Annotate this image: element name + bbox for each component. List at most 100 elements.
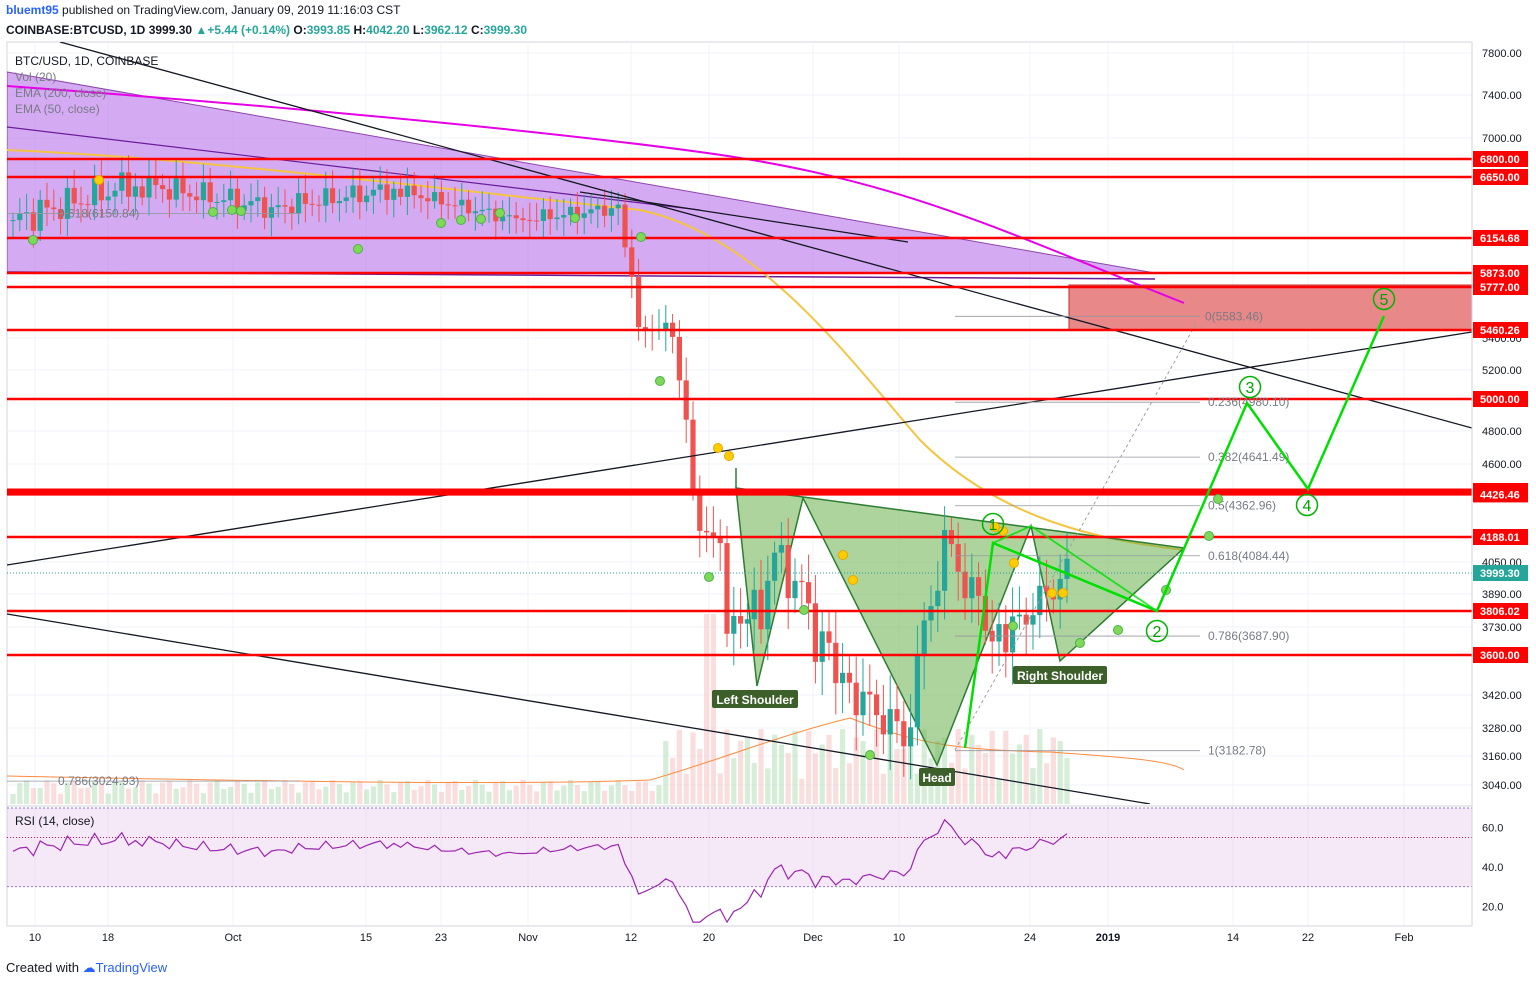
legend-volume[interactable]: Vol (20) [15,70,56,84]
candle-body [561,214,567,218]
volume-bar [955,729,961,804]
candle-body [377,184,383,190]
candle-body [24,212,30,214]
neutral-signal-dot [1009,558,1019,568]
volume-bar [1023,734,1029,804]
volume-bar [37,787,43,804]
price-axis-label: 3040.00 [1482,780,1522,792]
symbol-name: COINBASE:BTCUSD, 1D [6,23,146,37]
candle-body [615,204,621,209]
volume-bar [1010,753,1016,804]
candle-body [574,206,580,218]
level-price-tag [1473,647,1528,663]
candle-body [887,709,893,735]
wave-label: 2 [1153,624,1162,641]
volume-bar [445,781,451,804]
wave-marker-4 [1295,493,1319,517]
ema-200-line [7,85,1185,304]
wave-label: 4 [1303,498,1312,515]
volume-bar [738,740,744,804]
author-name[interactable]: bluemt95 [6,3,59,17]
rsi-axis-label: 60.0 [1482,823,1503,835]
candle-body [234,188,240,211]
time-axis-label: Nov [518,932,538,944]
candle-body [676,336,682,381]
volume-bar [24,780,30,804]
volume-bar [758,729,764,804]
price-axis-label: 3160.00 [1482,751,1522,763]
pattern-label-box [919,768,955,786]
buy-signal-dot [227,205,237,215]
volume-bar [663,740,669,804]
candle-body [867,691,873,695]
fib-level-label: 0.5(4362.96) [1208,499,1276,513]
candle-body [894,709,900,722]
candle-body [411,185,417,196]
candle-body [282,205,288,207]
candle-body [187,193,193,197]
candle-body [309,203,315,205]
volume-bar [513,785,519,804]
volume-bar [676,729,682,804]
candle-body [819,631,825,662]
volume-bar [826,734,832,804]
volume-bar [452,781,458,804]
buy-signal-dot [456,215,466,225]
candle-body [731,616,737,634]
time-axis-label: 10 [29,932,41,944]
level-price-tag [1473,169,1528,185]
candle-body [554,217,560,220]
candle-body [398,188,404,197]
candle-body [547,209,553,220]
volume-bar [309,780,315,804]
time-axis-label: 22 [1302,932,1314,944]
volume-bar [105,793,111,804]
legend-ema-50[interactable]: EMA (50, close) [15,102,100,116]
volume-bar [180,787,186,804]
volume-bar [78,788,84,804]
price-axis-label: 7000.00 [1482,133,1522,145]
fib-level-label: 0.618(4084.44) [1208,549,1289,563]
volume-bar [302,782,308,804]
volume-bar [466,785,472,804]
candle-body [166,189,172,200]
candle-body [751,589,757,620]
volume-bar [568,780,574,804]
volume-bar [187,780,193,804]
volume-bar [561,785,567,804]
pattern-label: Right Shoulder [1017,669,1103,683]
candle-body [996,624,1002,642]
candle-body [935,590,941,607]
level-price-label: 5777.00 [1480,282,1520,294]
tradingview-link[interactable]: TradingView [95,960,168,975]
level-price-tag [1473,322,1528,338]
volume-bar [255,782,261,804]
level-price-label: 6154.68 [1480,233,1520,245]
volume-bar [819,744,825,804]
high-label: H: [353,23,367,37]
volume-bar [670,757,676,804]
volume-bar [554,790,560,804]
time-axis-label: 24 [1024,932,1036,944]
footer: Created with ☁TradingView [0,955,1536,985]
volume-bar [146,783,152,804]
time-axis-label: Dec [803,932,823,944]
candle-body [92,178,98,206]
candle-body [370,189,376,196]
level-price-tag [1473,279,1528,295]
candle-body [928,606,934,621]
wave-label: 3 [1246,380,1255,397]
candle-body [908,727,914,747]
volume-bar [275,786,281,804]
candle-body [534,220,540,222]
legend-ema-200[interactable]: EMA (200, close) [15,86,106,100]
candle-body [357,185,363,203]
rsi-axis-label: 40.0 [1482,862,1503,874]
price-axis-label: 7400.00 [1482,90,1522,102]
candle-body [962,571,968,599]
volume-bar [126,788,132,804]
candle-body [710,532,716,537]
legend-rsi[interactable]: RSI (14, close) [15,814,94,828]
candle-body [37,199,43,231]
